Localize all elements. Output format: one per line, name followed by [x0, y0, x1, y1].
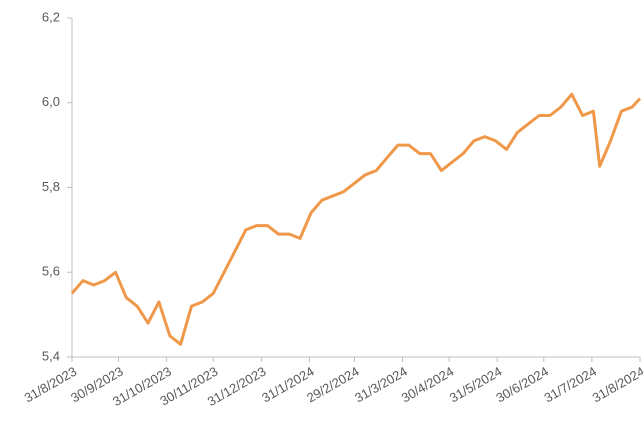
y-tick-label: 5,6	[42, 264, 60, 279]
x-tick-label: 30/4/2024	[399, 364, 457, 406]
x-tick-label: 31/3/2024	[352, 364, 410, 406]
y-tick-label: 5,4	[42, 348, 60, 363]
y-tick-label: 6,0	[42, 94, 60, 109]
x-tick-label: 31/8/2023	[22, 364, 80, 406]
x-tick-label: 30/6/2024	[493, 364, 551, 406]
y-tick-label: 6,2	[42, 9, 60, 24]
y-tick-label: 5,8	[42, 179, 60, 194]
x-tick-label: 31/7/2024	[542, 364, 600, 406]
line-series	[70, 92, 642, 346]
x-tick-label: 31/5/2024	[447, 364, 505, 406]
x-tick-label: 31/8/2024	[590, 364, 643, 406]
